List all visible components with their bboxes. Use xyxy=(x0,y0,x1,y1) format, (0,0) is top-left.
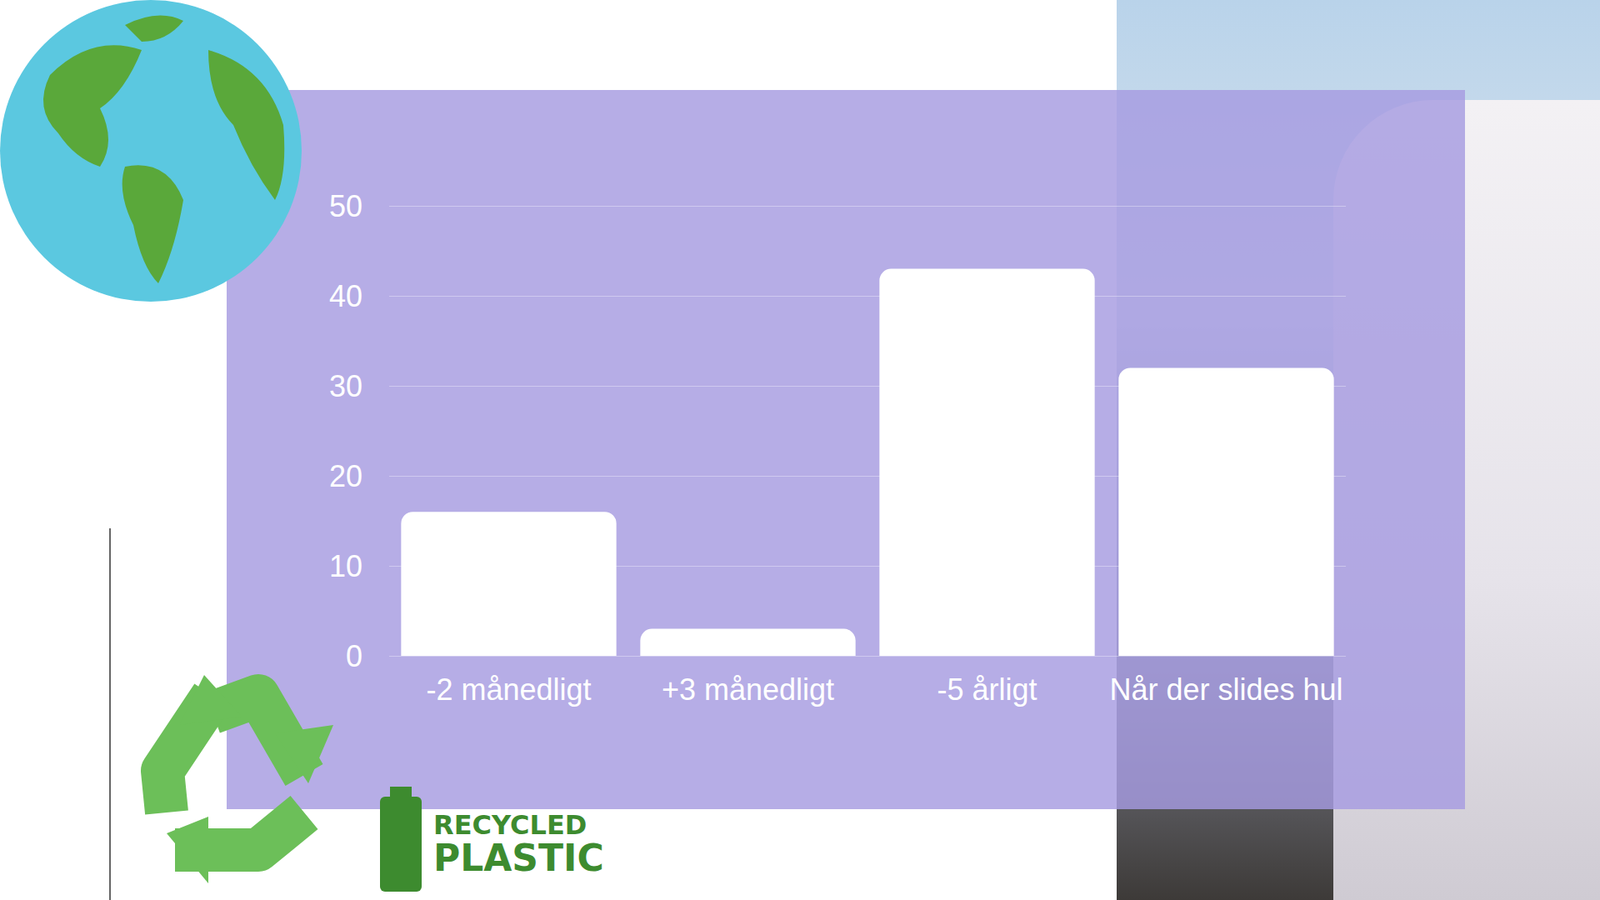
svg-text:10: 10 xyxy=(329,549,363,584)
svg-text:30: 30 xyxy=(329,369,363,404)
html-text:PLASTIC: PLASTIC xyxy=(433,836,604,880)
svg-text:0: 0 xyxy=(345,639,363,674)
svg-text:-5 årligt: -5 årligt xyxy=(936,672,1037,707)
svg-text:40: 40 xyxy=(329,279,363,314)
svg-text:20: 20 xyxy=(329,459,363,494)
svg-text:-2 månedligt: -2 månedligt xyxy=(425,672,591,707)
html-text:RECYCLED: RECYCLED xyxy=(433,809,587,841)
svg-text:+3 månedligt: +3 månedligt xyxy=(661,672,835,707)
svg-text:Når der slides hul: Når der slides hul xyxy=(1109,672,1343,707)
svg-text:50: 50 xyxy=(329,189,363,224)
